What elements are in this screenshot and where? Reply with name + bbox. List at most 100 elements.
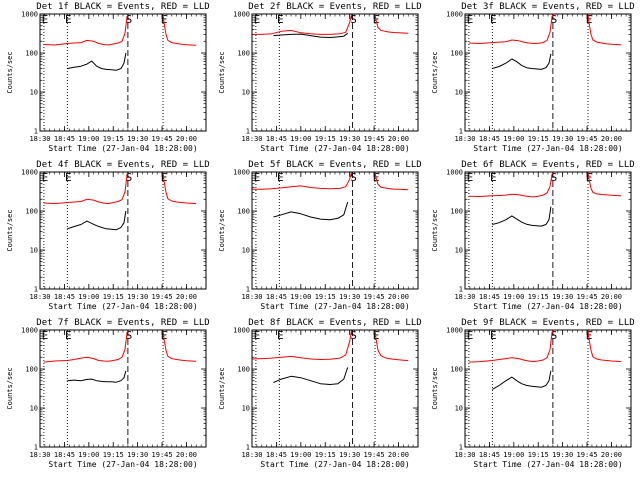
x-tick-label: 19:15 — [315, 293, 336, 301]
x-tick-label: 19:15 — [528, 293, 549, 301]
x-tick-label: 18:30 — [29, 293, 50, 301]
series-lld — [252, 171, 353, 190]
y-tick-label: 1000 — [21, 327, 38, 335]
series-events — [67, 370, 127, 383]
series-lld — [587, 171, 622, 197]
series-lld — [43, 329, 129, 363]
x-axis-label: Start Time (27-Jan-04 18:28:00) — [48, 302, 197, 311]
marker-label: E — [277, 329, 284, 342]
marker-label: E — [254, 13, 261, 26]
x-tick-label: 19:00 — [78, 293, 99, 301]
y-tick-label: 1000 — [446, 327, 463, 335]
series-events — [492, 370, 552, 390]
series-events — [273, 367, 349, 385]
y-axis-label: Counts/sec — [6, 367, 14, 409]
y-tick-label: 10 — [455, 89, 463, 97]
x-tick-label: 20:00 — [388, 293, 409, 301]
y-tick-label: 100 — [25, 208, 38, 216]
marker-label: E — [65, 329, 72, 342]
x-tick-label: 20:00 — [388, 135, 409, 143]
series-events — [67, 52, 127, 71]
x-tick-label: 19:30 — [127, 293, 148, 301]
marker-label: E — [490, 171, 497, 184]
x-axis-label: Start Time (27-Jan-04 18:28:00) — [473, 144, 622, 153]
marker-label: S — [126, 13, 133, 26]
series-lld — [43, 13, 129, 46]
panel-title: Det 5f BLACK = Events, RED = LLD — [248, 160, 421, 170]
x-tick-label: 18:45 — [266, 293, 287, 301]
marker-label: S — [551, 329, 558, 342]
marker-label: E — [277, 171, 284, 184]
panel-det-9: Det 9f BLACK = Events, RED = LLD Counts/s… — [431, 318, 635, 469]
y-tick-label: 1 — [246, 286, 250, 294]
marker-label: S — [350, 171, 357, 184]
y-tick-label: 100 — [25, 50, 38, 58]
panel-det-7: Det 7f BLACK = Events, RED = LLD Counts/s… — [6, 318, 210, 469]
x-tick-label: 18:45 — [54, 293, 75, 301]
panel-title: Det 7f BLACK = Events, RED = LLD — [36, 318, 209, 328]
x-tick-label: 18:30 — [241, 135, 262, 143]
y-tick-label: 10 — [30, 247, 38, 255]
plot-frame — [39, 171, 207, 290]
y-axis-label: Counts/sec — [431, 209, 439, 251]
y-tick-label: 1 — [246, 444, 250, 452]
y-tick-label: 100 — [450, 208, 463, 216]
y-tick-label: 100 — [237, 366, 250, 374]
marker-label: E — [490, 13, 497, 26]
panel-title: Det 1f BLACK = Events, RED = LLD — [36, 2, 209, 12]
marker-label: S — [126, 329, 133, 342]
y-tick-label: 1000 — [446, 169, 463, 177]
x-tick-label: 20:00 — [601, 451, 622, 459]
marker-label: E — [42, 329, 49, 342]
x-tick-label: 18:45 — [54, 135, 75, 143]
x-tick-label: 19:15 — [528, 135, 549, 143]
x-tick-label: 19:15 — [103, 135, 124, 143]
x-tick-label: 19:00 — [503, 135, 524, 143]
plot-frame — [464, 329, 632, 448]
y-axis-label: Counts/sec — [6, 51, 14, 93]
x-tick-label: 19:30 — [339, 451, 360, 459]
series-events — [492, 206, 552, 227]
x-axis-label: Start Time (27-Jan-04 18:28:00) — [473, 302, 622, 311]
x-tick-label: 20:00 — [601, 293, 622, 301]
series-lld — [374, 329, 409, 361]
plot-frame — [251, 329, 419, 448]
x-axis-label: Start Time (27-Jan-04 18:28:00) — [48, 144, 197, 153]
x-tick-label: 19:45 — [577, 135, 598, 143]
panel-det-6: Det 6f BLACK = Events, RED = LLD Counts/s… — [431, 160, 635, 311]
x-tick-label: 19:15 — [315, 135, 336, 143]
panel-det-2: Det 2f BLACK = Events, RED = LLD Counts/s… — [218, 2, 422, 153]
y-axis-label: Counts/sec — [218, 367, 226, 409]
marker-label: S — [350, 13, 357, 26]
x-tick-label: 18:30 — [29, 135, 50, 143]
y-tick-label: 100 — [25, 366, 38, 374]
x-axis-label: Start Time (27-Jan-04 18:28:00) — [260, 144, 409, 153]
series-lld — [162, 13, 197, 46]
x-tick-label: 19:45 — [364, 135, 385, 143]
plot-frame — [39, 329, 207, 448]
marker-label: E — [65, 171, 72, 184]
x-tick-label: 19:00 — [78, 451, 99, 459]
y-tick-label: 1000 — [233, 11, 250, 19]
x-tick-label: 18:45 — [266, 451, 287, 459]
series-lld — [468, 329, 554, 363]
y-tick-label: 1000 — [233, 327, 250, 335]
y-axis-label: Counts/sec — [431, 367, 439, 409]
x-tick-label: 19:00 — [290, 451, 311, 459]
series-events — [273, 201, 349, 221]
marker-label: E — [467, 13, 474, 26]
x-axis-label: Start Time (27-Jan-04 18:28:00) — [260, 460, 409, 469]
series-lld — [374, 171, 409, 191]
x-tick-label: 19:15 — [528, 451, 549, 459]
y-axis-label: Counts/sec — [431, 51, 439, 93]
x-tick-label: 18:30 — [241, 293, 262, 301]
x-tick-label: 18:45 — [266, 135, 287, 143]
x-tick-label: 19:45 — [152, 451, 173, 459]
y-tick-label: 100 — [450, 366, 463, 374]
plot-frame — [39, 13, 207, 132]
x-tick-label: 19:00 — [290, 293, 311, 301]
panel-det-8: Det 8f BLACK = Events, RED = LLD Counts/s… — [218, 318, 422, 469]
x-tick-label: 19:45 — [152, 135, 173, 143]
plot-frame — [251, 13, 419, 132]
